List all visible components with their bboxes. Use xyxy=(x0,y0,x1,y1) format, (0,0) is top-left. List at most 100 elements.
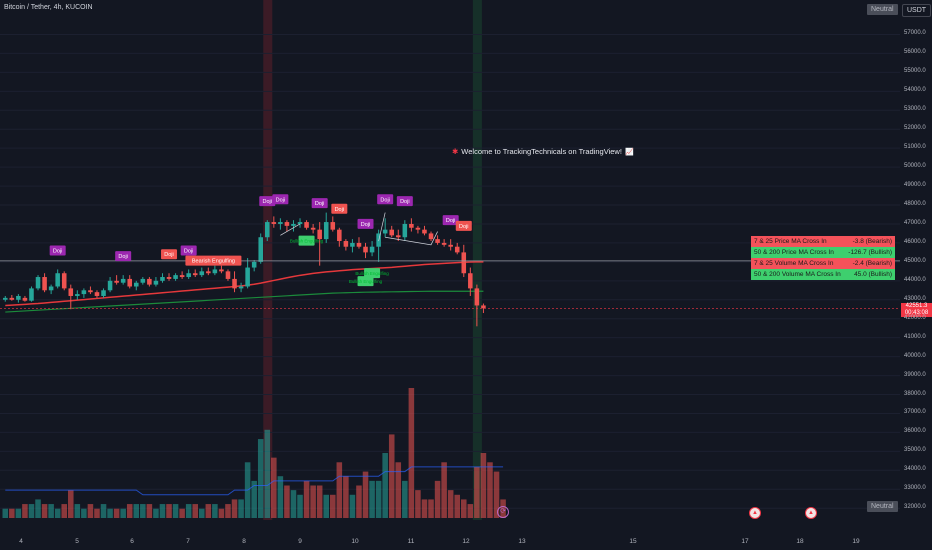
volume-bar xyxy=(166,504,172,518)
replay-icon[interactable]: ⟳ xyxy=(497,506,509,518)
pattern-label-text: Doji xyxy=(184,248,193,254)
volume-bar xyxy=(388,434,395,518)
candle-body xyxy=(454,246,460,253)
candle-body xyxy=(22,297,28,301)
candle-body xyxy=(232,278,237,289)
ma-row-value: -3.8 (Bearish) xyxy=(852,238,892,245)
event-rocket-icon[interactable]: ▲ xyxy=(749,507,761,519)
volume-bar xyxy=(153,508,159,518)
pattern-label-text: Doji xyxy=(380,197,389,203)
volume-bar xyxy=(35,499,41,518)
volume-bar xyxy=(225,504,231,518)
candle-body xyxy=(192,273,198,276)
candle-body xyxy=(369,246,375,253)
volume-ma-line xyxy=(5,466,504,496)
price-axis-label: 47000.0 xyxy=(904,219,926,226)
pattern-label-box xyxy=(185,255,242,266)
candle-body xyxy=(179,275,185,278)
candle-body xyxy=(330,222,336,230)
time-axis-label: 13 xyxy=(518,538,526,545)
volume-bar xyxy=(199,508,205,518)
candle-body xyxy=(435,239,440,243)
volume-bar xyxy=(303,480,310,518)
price-axis-label: 43000.0 xyxy=(904,295,926,302)
pattern-label-box xyxy=(396,196,413,207)
candle-body xyxy=(461,252,467,274)
candle-body xyxy=(9,297,15,300)
ma-row-label: 50 & 200 Price MA Cross In xyxy=(754,249,834,256)
volume-bar xyxy=(421,499,428,518)
volume-bar xyxy=(94,508,100,518)
price-axis-label: 51000.0 xyxy=(904,144,926,151)
volume-bar xyxy=(48,504,54,518)
pattern-label-text: Doji xyxy=(164,252,173,258)
volume-bar xyxy=(447,490,454,518)
candle-body xyxy=(415,227,421,230)
candle-body xyxy=(284,222,290,226)
candle-body xyxy=(481,305,486,309)
ma-row-label: 7 & 25 Price MA Cross In xyxy=(754,238,827,245)
price-axis-label: 34000.0 xyxy=(904,466,926,473)
candle-body xyxy=(343,241,349,247)
volume-bar xyxy=(9,508,15,518)
candle-body xyxy=(88,290,93,293)
candle-body xyxy=(441,242,447,245)
event-rocket-icon[interactable]: ▲ xyxy=(805,507,817,519)
volume-bar xyxy=(146,504,153,518)
candle-body xyxy=(160,277,165,281)
pattern-label-box xyxy=(357,276,374,287)
volume-bar xyxy=(192,504,198,518)
candle-body xyxy=(199,271,205,276)
volume-bar xyxy=(2,508,9,518)
highlight-band xyxy=(472,0,482,520)
price-axis-label: 37000.0 xyxy=(904,409,926,416)
candle-body xyxy=(428,233,434,240)
candle-body xyxy=(363,246,368,253)
pattern-label-box xyxy=(455,220,472,231)
price-axis-label: 54000.0 xyxy=(904,87,926,94)
price-axis-label: 41000.0 xyxy=(904,333,926,340)
price-axis-label: 35000.0 xyxy=(904,447,926,454)
volume-bar xyxy=(41,504,48,518)
volume-bar xyxy=(415,490,421,518)
pattern-label-box xyxy=(364,268,381,279)
candle-body xyxy=(219,269,224,272)
neutral-badge-bottom: Neutral xyxy=(867,501,898,512)
volume-bar xyxy=(15,508,22,518)
ma-row-value: -126.7 (Bullish) xyxy=(848,249,892,256)
currency-button[interactable]: USDT xyxy=(902,4,932,17)
candle-body xyxy=(55,273,60,287)
candle-body xyxy=(278,222,283,224)
price-axis-label: 55000.0 xyxy=(904,68,926,75)
candle-body xyxy=(68,288,74,296)
volume-bar xyxy=(487,462,493,518)
pattern-label-text: Doji xyxy=(263,199,272,205)
candle-body xyxy=(94,292,100,296)
candle-body xyxy=(323,222,329,240)
symbol-title[interactable]: Bitcoin / Tether, 4h, KUCOIN xyxy=(4,4,93,11)
neutral-badge-top: Neutral xyxy=(867,4,898,15)
candle-body xyxy=(147,278,152,285)
pattern-label-text: Doji xyxy=(361,222,370,228)
time-axis-label: 18 xyxy=(796,538,804,545)
price-axis-label: 45000.0 xyxy=(904,257,926,264)
volume-bar xyxy=(467,504,474,518)
time-axis-label: 5 xyxy=(75,538,79,545)
pattern-label-box xyxy=(331,203,348,214)
ma-row-value: 45.0 (Bullish) xyxy=(854,271,892,278)
pattern-label-box xyxy=(272,194,289,205)
volume-bar xyxy=(349,494,356,518)
chart-emoji-icon: 📈 xyxy=(624,149,634,156)
pattern-label-box xyxy=(161,249,178,260)
price-axis-label: 40000.0 xyxy=(904,352,926,359)
volume-bar xyxy=(356,485,362,518)
candle-body xyxy=(127,278,132,287)
bar-countdown: 00:43:08 xyxy=(904,310,929,316)
pattern-label-box xyxy=(377,194,394,205)
price-axis-label: 53000.0 xyxy=(904,106,926,113)
volume-bar xyxy=(493,471,500,518)
candle-body xyxy=(468,273,473,289)
candle-body xyxy=(291,223,296,226)
ma-red-line xyxy=(5,261,484,307)
